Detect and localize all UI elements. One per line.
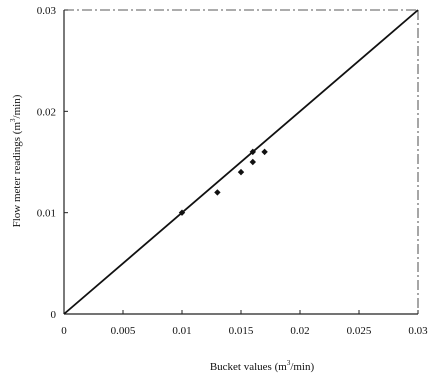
x-tick-label-3: 0.015 bbox=[229, 325, 254, 337]
y-axis-title: Flow meter readings (m3/min) bbox=[9, 94, 23, 227]
axis-ticks: 0 0.005 0.01 0.015 0.02 0.025 0.03 0 0.01 0.02 0.0… bbox=[37, 5, 428, 337]
data-point-0-3 bbox=[249, 158, 256, 166]
data-point-0-1 bbox=[214, 189, 221, 196]
y-tick-label-3: 0.03 bbox=[37, 5, 57, 17]
x-tick-label-4: 0.02 bbox=[290, 325, 309, 337]
y-tick-label-2: 0.02 bbox=[37, 106, 56, 118]
x-axis-title: Bucket values (m3/min) bbox=[210, 359, 315, 373]
x-tick-label-2: 0.01 bbox=[172, 325, 191, 337]
x-tick-label-1: 0.005 bbox=[111, 325, 136, 337]
y-tick-label-1: 0.01 bbox=[37, 208, 56, 220]
data-points bbox=[178, 148, 268, 216]
x-tick-label-0: 0 bbox=[61, 325, 67, 337]
data-point-0-2 bbox=[237, 168, 245, 176]
y-tick-label-0: 0 bbox=[51, 309, 57, 321]
data-point-0-0 bbox=[178, 209, 186, 216]
reference-line-group bbox=[63, 9, 419, 315]
reference-line bbox=[63, 9, 419, 315]
data-point-0-5 bbox=[261, 148, 268, 156]
data-point-0-4 bbox=[249, 148, 256, 156]
x-tick-label-5: 0.025 bbox=[347, 325, 372, 337]
x-tick-label-6: 0.03 bbox=[408, 325, 428, 337]
